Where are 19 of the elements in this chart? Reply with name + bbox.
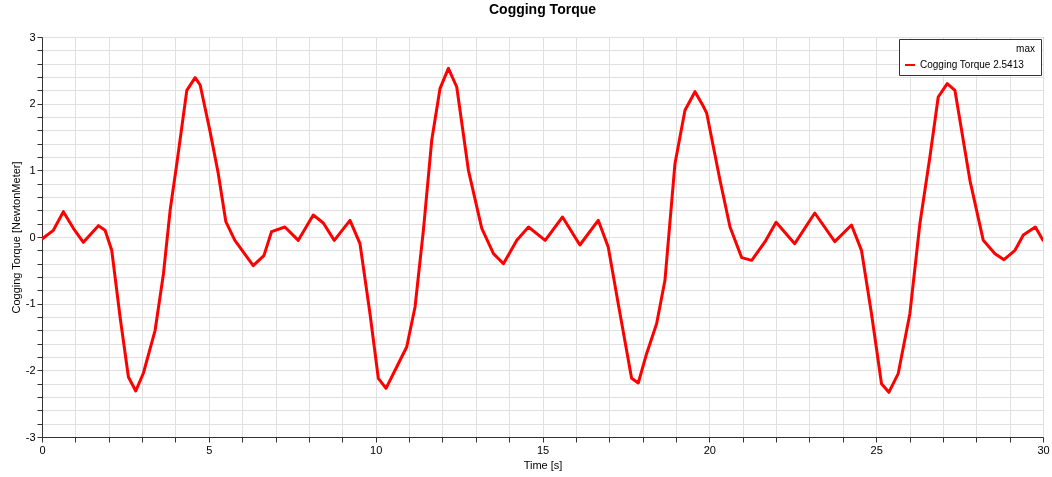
legend-title: max [1016, 43, 1035, 54]
y-tick-label: -1 [25, 297, 36, 310]
y-tick-label: 0 [29, 230, 36, 243]
x-tick-label: 15 [536, 443, 550, 456]
y-tick-label: 3 [29, 30, 36, 43]
y-tick-label: 2 [29, 97, 36, 110]
x-tick-label: 25 [870, 443, 883, 456]
x-axis-title: Time [s] [523, 458, 563, 471]
x-tick-label: 5 [206, 443, 213, 456]
text: Cogging Torque [488, 1, 597, 17]
y-tick-label: -2 [25, 363, 36, 376]
x-tick-label: 0 [39, 443, 46, 456]
y-tick-label: 1 [29, 163, 36, 176]
y-axis-title: Cogging Torque [NewtonMeter] [9, 161, 22, 314]
text: Cogging Torque 2.5413 [920, 59, 1024, 70]
y-tick-label: -3 [25, 430, 36, 443]
x-tick-label: 20 [703, 443, 716, 456]
x-tick-label: 10 [370, 443, 383, 456]
x-tick-label: 30 [1037, 443, 1050, 456]
